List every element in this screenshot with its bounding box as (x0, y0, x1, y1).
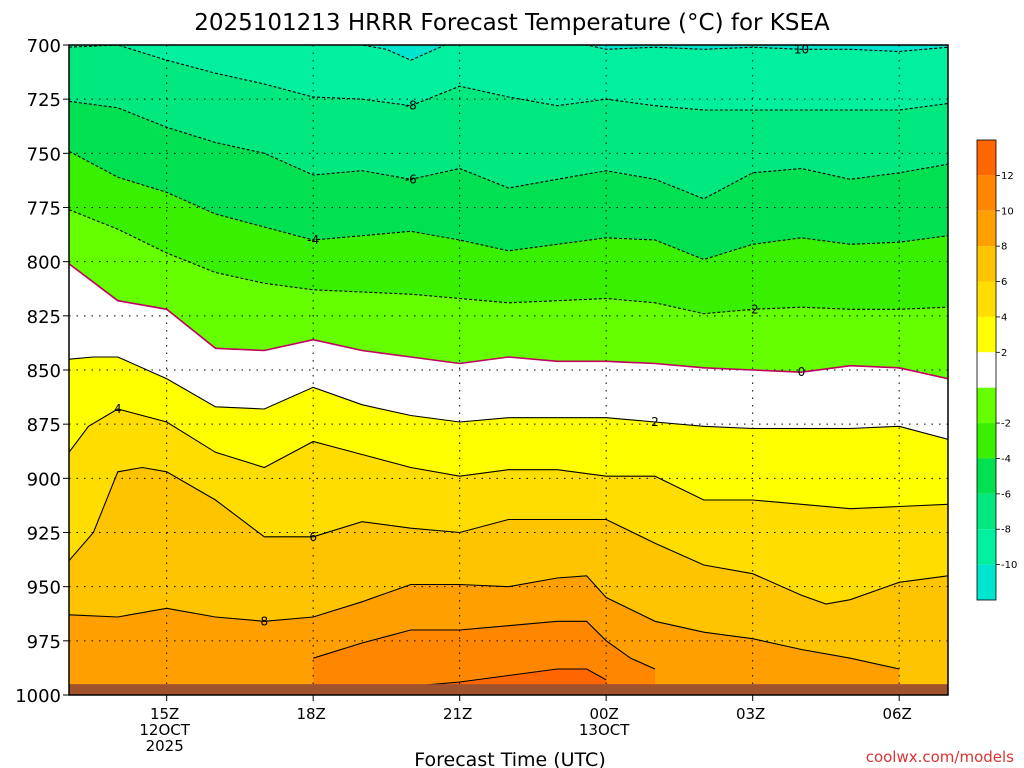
x-tick-label-06Z: 06Z (882, 705, 911, 723)
x-tick-label-00Z: 00Z (589, 705, 618, 723)
colorbar-label--8: -8 (1001, 525, 1011, 536)
colorbar-swatch-3 (977, 246, 996, 282)
isotherm-label-6: 6 (309, 530, 317, 544)
isotherm-label-4: 4 (114, 402, 122, 416)
colorbar-swatch-1 (977, 175, 996, 211)
isotherm-0 (69, 263, 948, 380)
colorbar-swatch-12 (977, 564, 996, 600)
isotherm-label-0: 0 (798, 365, 806, 379)
isotherm-label-8: 8 (261, 614, 269, 628)
y-tick-label-975: 975 (27, 632, 61, 653)
y-tick-label-950: 950 (27, 578, 61, 599)
isotherm-lines (69, 45, 948, 687)
y-tick-label-850: 850 (27, 361, 61, 382)
y-tick-label-925: 925 (27, 524, 61, 545)
y-axis: 700 725 750 775 800 825 850 875 900 925 950 975 1000 (15, 36, 69, 707)
colorbar-swatch-7 (977, 387, 996, 424)
y-tick-label-725: 725 (27, 90, 61, 111)
y-tick-label-775: 775 (27, 199, 61, 220)
ground-layer (69, 684, 948, 695)
colorbar-swatch-8 (977, 423, 996, 459)
temperature-bands (69, 45, 948, 695)
x-tick-label-21Z: 21Z (443, 705, 472, 723)
x-tick-label-2025: 2025 (146, 737, 184, 755)
colorbar-swatch-0 (977, 140, 996, 176)
credit-text[interactable]: coolwx.com/models (866, 748, 1014, 766)
isotherm-label--6: -6 (405, 172, 417, 186)
chart-title: 2025101213 HRRR Forecast Temperature (°C… (194, 10, 830, 36)
isotherm-label--4: -4 (307, 233, 319, 247)
colorbar-label-8: 8 (1001, 242, 1007, 253)
colorbar-label-12: 12 (1001, 171, 1014, 182)
colorbar-legend: 12 10 8 6 4 2 -2 -4 -6 -8 -10 (976, 139, 1017, 601)
isotherm-12 (410, 668, 607, 687)
colorbar-swatch-2 (977, 210, 996, 247)
colorbar-label--2: -2 (1001, 419, 1011, 430)
colorbar-label-4: 4 (1001, 312, 1007, 323)
isotherm-label--10: 10 (794, 42, 809, 56)
y-tick-label-875: 875 (27, 415, 61, 436)
y-tick-label-750: 750 (27, 144, 61, 165)
colorbar-swatch-5 (977, 316, 996, 353)
isotherm-label--2: -2 (747, 302, 759, 316)
colorbar-swatch-6 (977, 352, 996, 388)
colorbar-label--4: -4 (1001, 454, 1011, 465)
isotherm-8 (69, 575, 900, 670)
colorbar-label-10: 10 (1001, 206, 1014, 217)
y-tick-label-900: 900 (27, 469, 61, 490)
colorbar-label--6: -6 (1001, 489, 1011, 500)
isotherm-label--8: -8 (405, 99, 417, 113)
isotherm-label-2: 2 (651, 415, 659, 429)
isotherm-4 (69, 408, 948, 510)
isotherm--8 (69, 45, 948, 111)
isotherm-6 (69, 466, 948, 605)
isotherm-10 (313, 620, 656, 670)
isotherm-labels: 10 -8 -6 -4 -2 0 2 4 6 8 (114, 42, 809, 628)
y-tick-label-800: 800 (27, 253, 61, 274)
x-tick-label-18Z: 18Z (296, 705, 325, 723)
x-tick-label-03Z: 03Z (736, 705, 765, 723)
colorbar-swatch-9 (977, 458, 996, 494)
x-tick-label-15Z: 15Z (150, 705, 179, 723)
colorbar-swatch-4 (977, 281, 996, 317)
colorbar-frame (976, 139, 997, 601)
colorbar-swatch-11 (977, 529, 996, 565)
isotherm--6 (69, 100, 948, 200)
colorbar-label--10: -10 (1001, 560, 1017, 571)
isotherm-2 (69, 356, 948, 440)
y-tick-label-1000: 1000 (15, 686, 61, 707)
x-tick-label-13OCT: 13OCT (579, 721, 630, 739)
colorbar-label-6: 6 (1001, 277, 1007, 288)
colorbar-label-2: 2 (1001, 348, 1007, 359)
colorbar-swatch-10 (977, 493, 996, 530)
x-axis-label: Forecast Time (UTC) (414, 749, 605, 768)
ground-fill (69, 684, 948, 695)
x-tick-label-12OCT: 12OCT (139, 721, 190, 739)
y-tick-label-825: 825 (27, 307, 61, 328)
y-tick-label-700: 700 (27, 36, 61, 57)
